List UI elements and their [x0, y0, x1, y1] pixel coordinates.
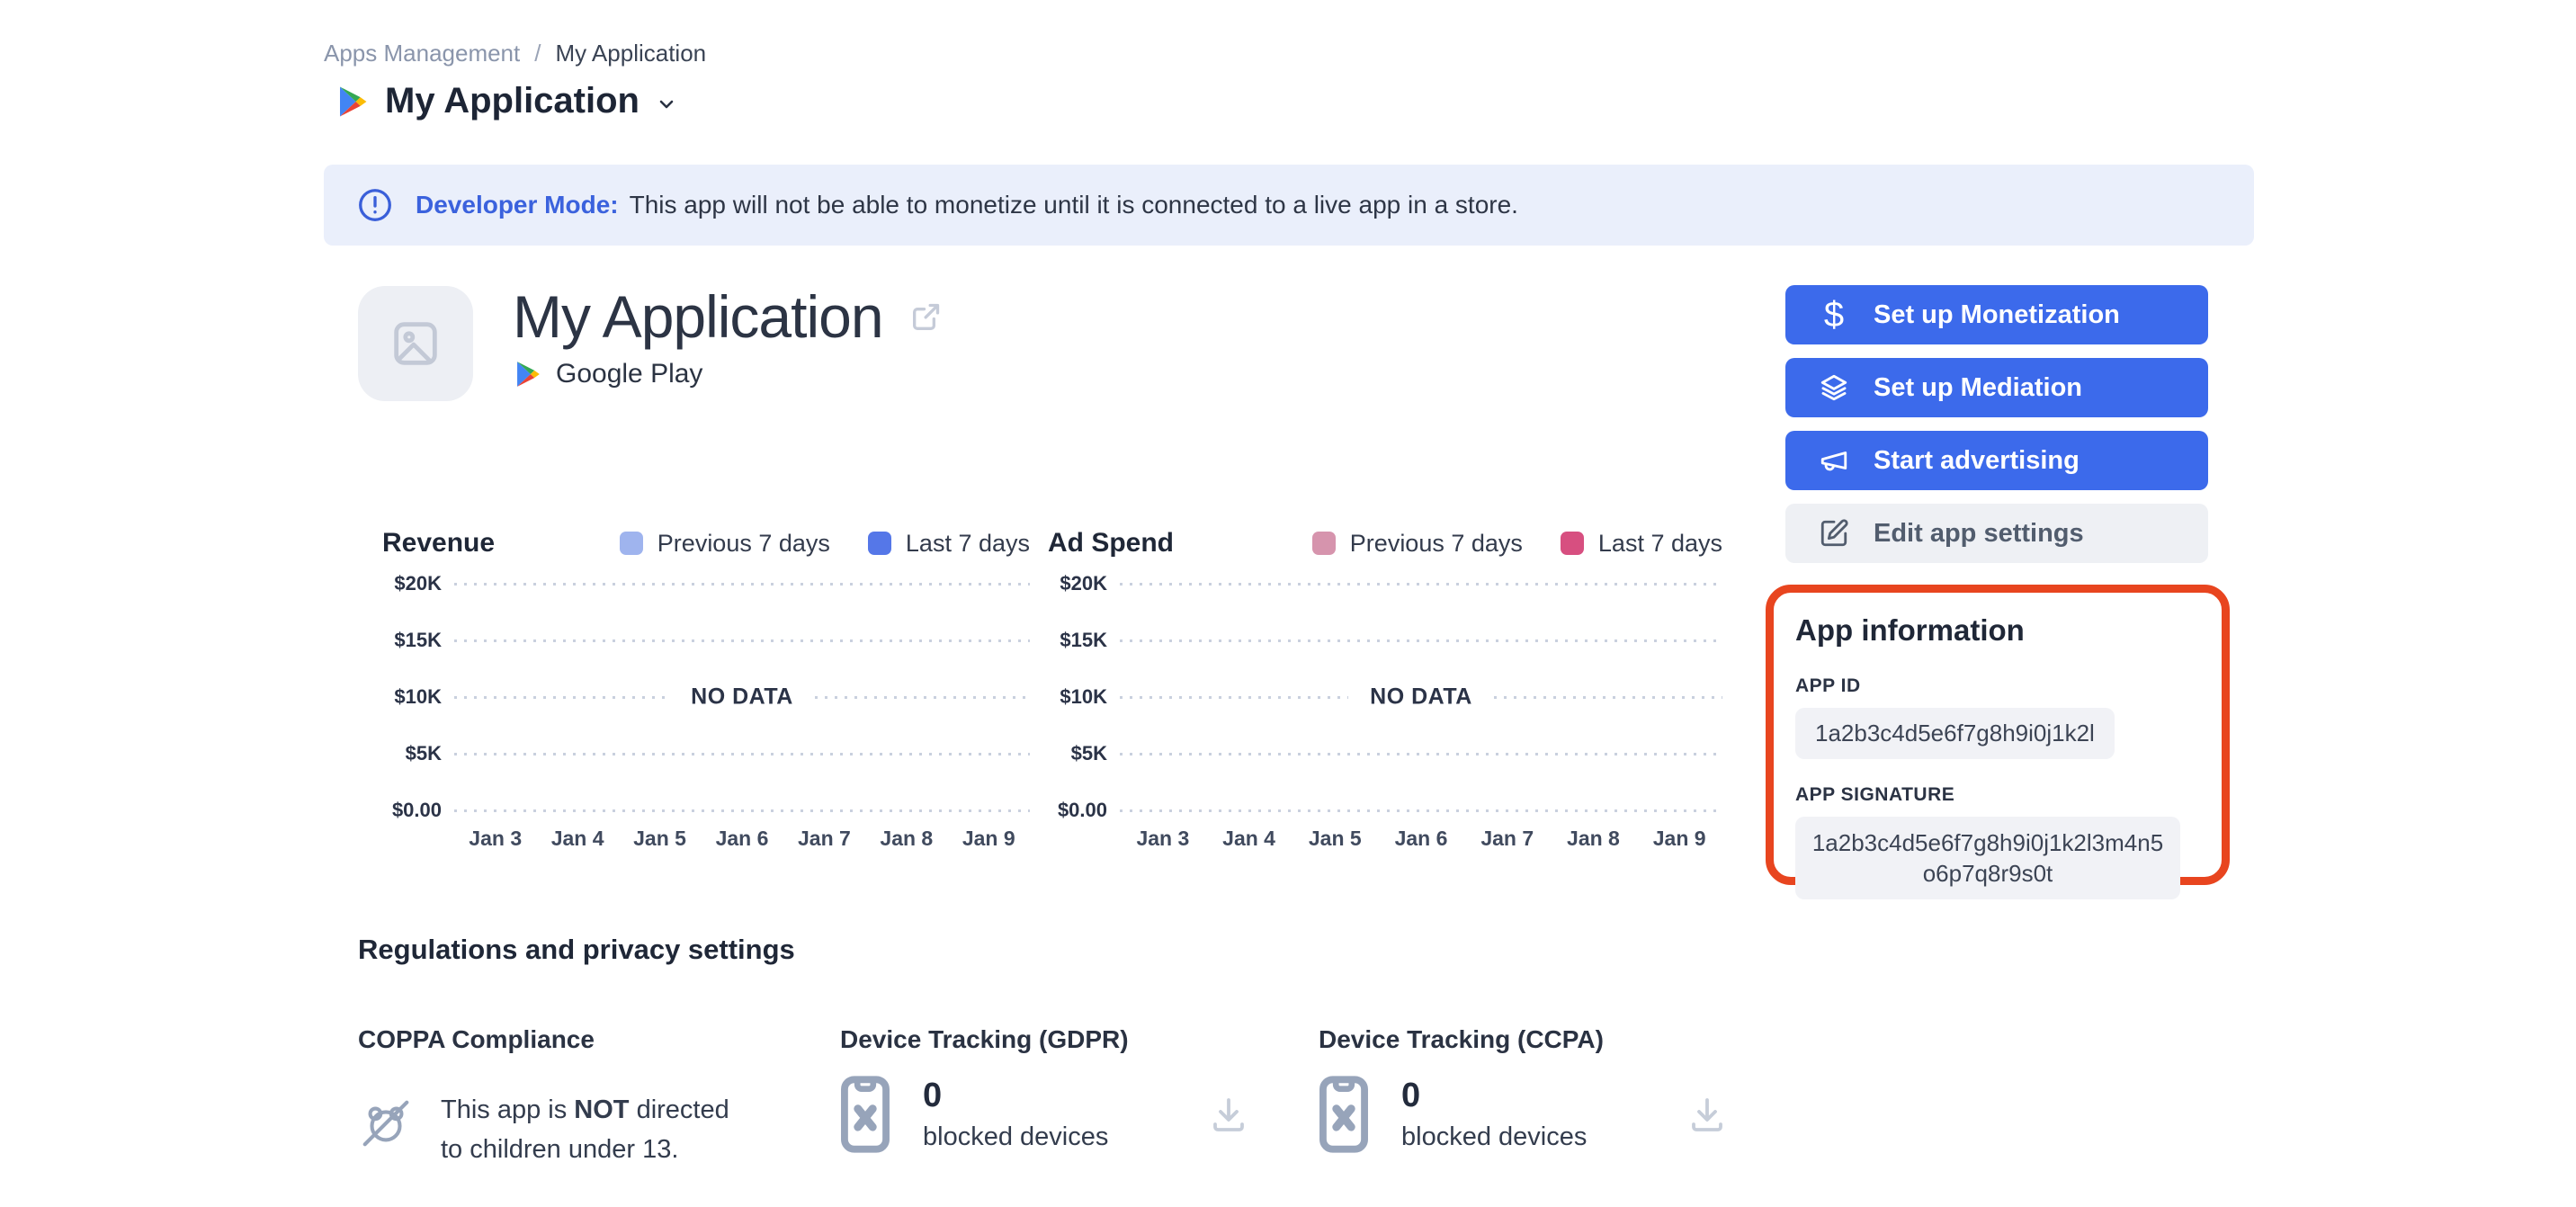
ad-spend-legend: Previous 7 days Last 7 days: [1311, 529, 1722, 558]
alert-circle-icon: [356, 186, 394, 224]
y-tick: $5K: [1070, 742, 1107, 764]
gdpr-blocked-label: blocked devices: [923, 1122, 1109, 1151]
y-tick: $10K: [394, 685, 442, 708]
app-information-title: App information: [1795, 613, 2025, 647]
device-tracking-ccpa: Device Tracking (CCPA) 0 blocked devices: [1319, 1025, 1729, 1153]
x-tick: Jan 5: [633, 827, 686, 850]
banner-text: Developer Mode: This app will not be able…: [416, 191, 1518, 219]
y-tick: $20K: [1060, 572, 1107, 595]
regulations-heading: Regulations and privacy settings: [358, 934, 795, 965]
gdpr-blocked-count: 0: [923, 1077, 943, 1114]
bear-blocked-icon: [362, 1100, 409, 1147]
google-play-icon: [335, 85, 369, 119]
setup-monetization-button[interactable]: $ Set up Monetization: [1785, 285, 2208, 344]
x-tick: Jan 9: [962, 827, 1015, 850]
dollar-icon: $: [1823, 295, 1845, 335]
y-tick: $10K: [1060, 685, 1107, 708]
legend-swatch-last: [1560, 532, 1584, 555]
breadcrumb: Apps Management / My Application: [324, 40, 706, 67]
x-tick: Jan 7: [1480, 827, 1534, 850]
y-tick: $15K: [394, 629, 442, 651]
ad-spend-x-axis: Jan 3 Jan 4 Jan 5 Jan 6 Jan 7 Jan 8 Jan …: [1120, 827, 1722, 851]
y-tick: $5K: [405, 742, 442, 764]
y-tick: $0.00: [1057, 799, 1107, 821]
x-tick: Jan 8: [1567, 827, 1620, 850]
revenue-chart: Revenue Previous 7 days Last 7 days $20K…: [382, 524, 1031, 851]
breadcrumb-apps-management[interactable]: Apps Management: [324, 40, 521, 67]
setup-mediation-button[interactable]: Set up Mediation: [1785, 358, 2208, 417]
image-placeholder-icon: [387, 315, 444, 372]
breadcrumb-current: My Application: [555, 40, 707, 67]
app-header: My Application Google Play: [358, 283, 944, 401]
no-data-label: NO DATA: [1370, 684, 1472, 710]
y-tick: $0.00: [391, 799, 442, 821]
legend-label-last: Last 7 days: [1597, 529, 1722, 557]
ad-spend-chart: Ad Spend Previous 7 days Last 7 days $20…: [1048, 524, 1723, 851]
developer-mode-banner: Developer Mode: This app will not be able…: [324, 165, 2254, 246]
x-tick: Jan 6: [715, 827, 769, 850]
legend-swatch-last: [867, 532, 891, 555]
app-switcher[interactable]: My Application: [335, 81, 677, 121]
megaphone-icon: [1818, 445, 1850, 476]
download-icon[interactable]: [1686, 1093, 1729, 1136]
app-store-row: Google Play: [513, 359, 944, 389]
y-tick: $20K: [394, 572, 442, 595]
ccpa-blocked-count: 0: [1401, 1077, 1421, 1114]
app-id-value[interactable]: 1a2b3c4d5e6f7g8h9i0j1k2l: [1795, 708, 2115, 759]
action-buttons: $ Set up Monetization Set up Mediation S…: [1785, 285, 2208, 563]
x-tick: Jan 3: [469, 827, 523, 850]
x-tick: Jan 7: [797, 827, 851, 850]
start-advertising-button[interactable]: Start advertising: [1785, 431, 2208, 490]
x-tick: Jan 8: [880, 827, 934, 850]
legend-label-previous: Previous 7 days: [657, 529, 830, 557]
revenue-plot-area: $20K $15K $10K NO DATA $5K $0.00 Jan 3 Ja…: [382, 572, 1031, 851]
legend-label-previous: Previous 7 days: [1349, 529, 1523, 557]
google-play-icon: [513, 360, 541, 389]
x-tick: Jan 3: [1136, 827, 1190, 850]
app-signature-value[interactable]: 1a2b3c4d5e6f7g8h9i0j1k2l3m4n5o6p7q8r9s0t: [1795, 817, 2180, 899]
ad-spend-plot-area: $20K $15K $10K NO DATA $5K $0.00 Jan 3 Ja…: [1048, 572, 1723, 851]
ccpa-blocked-label: blocked devices: [1401, 1122, 1588, 1151]
app-thumbnail: [358, 286, 473, 401]
app-store-label: Google Play: [556, 359, 703, 389]
legend-swatch-previous: [1311, 532, 1336, 555]
app-information-card: App information APP ID 1a2b3c4d5e6f7g8h9…: [1766, 585, 2230, 899]
app-signature-label: APP SIGNATURE: [1795, 784, 1955, 805]
no-data-label: NO DATA: [691, 684, 793, 710]
x-tick: Jan 5: [1308, 827, 1362, 850]
legend-label-last: Last 7 days: [905, 529, 1030, 557]
revenue-legend: Previous 7 days Last 7 days: [619, 529, 1030, 558]
x-tick: Jan 6: [1394, 827, 1448, 850]
banner-label: Developer Mode:: [416, 191, 619, 219]
external-link-icon[interactable]: [908, 299, 944, 335]
ad-spend-chart-title: Ad Spend: [1048, 528, 1174, 558]
revenue-x-axis: Jan 3 Jan 4 Jan 5 Jan 6 Jan 7 Jan 8 Jan …: [454, 827, 1030, 851]
phone-blocked-icon: [840, 1076, 890, 1153]
regulations-section: Regulations and privacy settings COPPA C…: [358, 934, 1734, 1196]
x-tick: Jan 9: [1652, 827, 1706, 850]
revenue-chart-title: Revenue: [382, 528, 496, 558]
phone-blocked-icon: [1319, 1076, 1369, 1153]
ccpa-title: Device Tracking (CCPA): [1319, 1025, 1604, 1053]
coppa-compliance: COPPA Compliance This app is NOT directe…: [358, 1025, 790, 1169]
edit-app-settings-button[interactable]: Edit app settings: [1785, 504, 2208, 563]
chevron-down-icon: [656, 88, 677, 115]
y-tick: $15K: [1060, 629, 1107, 651]
gdpr-title: Device Tracking (GDPR): [840, 1025, 1129, 1053]
banner-message: This app will not be able to monetize un…: [629, 191, 1518, 219]
download-icon[interactable]: [1207, 1093, 1250, 1136]
layers-icon: [1818, 372, 1850, 403]
app-name: My Application: [513, 283, 884, 350]
edit-pencil-icon: [1818, 518, 1850, 549]
device-tracking-gdpr: Device Tracking (GDPR) 0 blocked devices: [840, 1025, 1250, 1153]
legend-swatch-previous: [619, 532, 643, 555]
coppa-title: COPPA Compliance: [358, 1025, 595, 1053]
x-tick: Jan 4: [550, 827, 604, 850]
coppa-text: This app is NOT directed to children und…: [441, 1095, 729, 1164]
page-title: My Application: [385, 81, 640, 121]
x-tick: Jan 4: [1222, 827, 1275, 850]
breadcrumb-separator: /: [534, 40, 541, 67]
app-id-label: APP ID: [1795, 675, 1861, 696]
